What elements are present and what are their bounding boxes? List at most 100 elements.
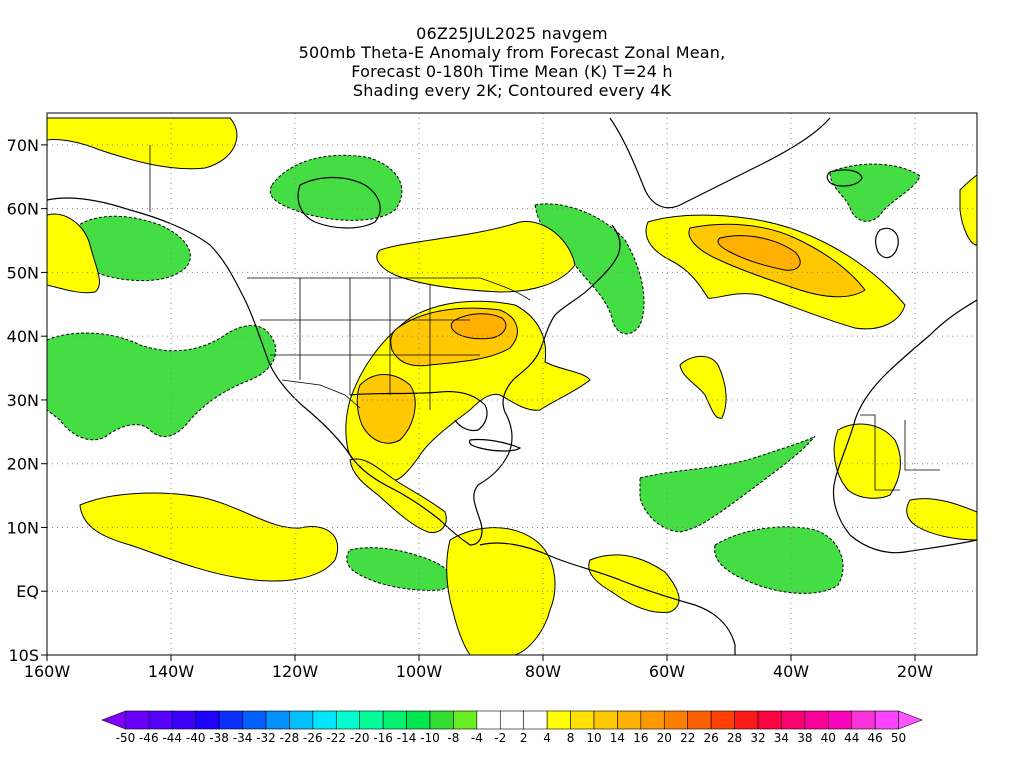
colorbar-swatch — [406, 710, 431, 730]
lon-tick-label: 40W — [773, 662, 809, 681]
colorbar-label: -50 — [116, 731, 136, 745]
pos-region-europe-edge — [959, 174, 977, 246]
colorbar-swatch — [218, 710, 243, 730]
colorbar-label: 2 — [520, 731, 528, 745]
colorbar-swatch — [663, 710, 689, 730]
title-line-2: 500mb Theta-E Anomaly from Forecast Zona… — [298, 43, 726, 62]
neg-region-hudson — [269, 154, 403, 221]
colorbar-swatch — [499, 710, 525, 730]
colorbar: -50 -46 -44 -40 -38 -34 -32 -28 -26 -22 -20 -16 -14-… — [101, 710, 923, 745]
colorbar-swatch — [827, 710, 853, 730]
title-block: 06Z25JUL2025 navgem 500mb Theta-E Anomal… — [0, 0, 1024, 100]
colorbar-swatch — [570, 710, 595, 730]
lon-tick-label: 140W — [148, 662, 195, 681]
colorbar-label: -38 — [209, 731, 229, 745]
colorbar-swatch — [734, 710, 759, 730]
lat-tick-label: 50N — [7, 263, 39, 282]
colorbar-label: -28 — [280, 731, 300, 745]
colorbar-swatch — [335, 710, 361, 730]
colorbar-label: -10 — [420, 731, 440, 745]
colorbar-swatch — [687, 710, 712, 730]
pos-region-e-pac-north — [47, 213, 100, 294]
colorbar-label: -26 — [303, 731, 323, 745]
colorbar-label: -44 — [162, 731, 182, 745]
neg-region-tropical-atl — [639, 435, 816, 533]
pos-region-atl-sa — [588, 554, 680, 614]
colorbar-swatch — [429, 710, 454, 730]
colorbar-label: 26 — [704, 731, 719, 745]
lon-tick-label: 60W — [649, 662, 685, 681]
colorbar-swatch — [898, 710, 923, 730]
colorbar-label: 34 — [774, 731, 789, 745]
negative-anomaly-regions — [47, 154, 921, 594]
lon-tick-label: 120W — [272, 662, 319, 681]
colorbar-swatch — [242, 710, 267, 730]
colorbar-label: 14 — [610, 731, 625, 745]
lat-tick-label: 40N — [7, 327, 39, 346]
colorbar-swatch — [874, 710, 899, 730]
colorbar-swatch — [171, 710, 197, 730]
colorbar-label: -46 — [139, 731, 159, 745]
colorbar-swatch — [804, 710, 829, 730]
colorbar-swatch — [195, 710, 220, 730]
coast-hudson-bay — [297, 176, 381, 229]
coast-south-america — [479, 542, 736, 655]
lat-tick-label: 10N — [7, 518, 39, 537]
political-borders — [149, 145, 940, 491]
colorbar-label: 50 — [891, 731, 906, 745]
border-us-canada — [247, 277, 531, 301]
colorbar-swatch — [710, 710, 735, 730]
colorbar-swatch — [312, 710, 337, 730]
lat-tick-label: 60N — [7, 200, 39, 219]
pos-region-tropical-pacific — [79, 492, 338, 582]
colorbar-label: 28 — [727, 731, 742, 745]
darker-orange-north-atlantic — [717, 235, 801, 271]
colorbar-swatch — [476, 710, 501, 730]
pos-region-alaska — [47, 117, 238, 170]
lat-tick-label: EQ — [16, 582, 39, 601]
coast-iceland — [826, 169, 863, 187]
pos-region-west-africa — [833, 423, 901, 499]
coast-greenland — [609, 117, 831, 209]
longitude-axis: 160W140W120W100W80W60W40W20W0 — [24, 655, 933, 681]
colorbar-swatch — [289, 710, 314, 730]
colorbar-label: -2 — [494, 731, 506, 745]
coast-cuba — [468, 438, 522, 452]
colorbar-swatch — [265, 710, 290, 730]
colorbar-swatch — [382, 710, 407, 730]
colorbar-swatch — [523, 710, 548, 730]
colorbar-label: -16 — [373, 731, 393, 745]
title-line-3: Forecast 0-180h Time Mean (K) T=24 h — [351, 62, 673, 81]
colorbar-swatch — [101, 710, 126, 730]
colorbar-swatch — [453, 710, 478, 730]
colorbar-label: 22 — [680, 731, 695, 745]
colorbar-swatch — [851, 710, 876, 730]
neg-region-east-pacific — [47, 325, 277, 441]
colorbar-swatch — [593, 710, 618, 730]
colorbar-label: 40 — [821, 731, 836, 745]
title-line-1: 06Z25JUL2025 navgem — [416, 24, 608, 43]
coast-north-america — [47, 197, 621, 546]
coast-uk — [874, 227, 899, 259]
colorbar-label: 8 — [567, 731, 575, 745]
colorbar-label: 4 — [543, 731, 551, 745]
lon-tick-label: 100W — [396, 662, 443, 681]
colorbar-swatch — [546, 710, 571, 730]
colorbar-label: 10 — [586, 731, 601, 745]
colorbar-label: -8 — [447, 731, 459, 745]
colorbar-label: 38 — [797, 731, 812, 745]
colorbar-label: 46 — [868, 731, 883, 745]
map-frame — [46, 112, 978, 656]
lat-tick-label: 10S — [8, 646, 39, 665]
colorbar-label: -22 — [326, 731, 346, 745]
colorbar-label: -14 — [397, 731, 417, 745]
lon-tick-label: 20W — [897, 662, 933, 681]
colorbar-label: -32 — [256, 731, 276, 745]
coast-europe-africa — [832, 299, 977, 554]
colorbar-swatch — [781, 710, 806, 730]
colorbar-swatch — [148, 710, 173, 730]
border-us-mexico — [281, 379, 361, 409]
colorbar-label: -40 — [186, 731, 206, 745]
neg-region-europe — [829, 163, 921, 222]
